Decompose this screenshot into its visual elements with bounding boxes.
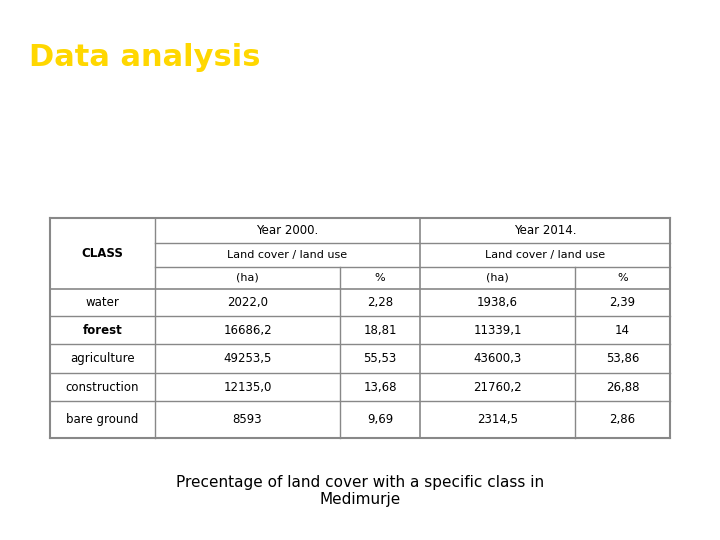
Text: 13,68: 13,68 (364, 381, 397, 394)
Text: 16686,2: 16686,2 (223, 323, 272, 336)
Text: %: % (617, 273, 628, 283)
Text: forest: forest (83, 323, 122, 336)
Text: 11339,1: 11339,1 (473, 323, 522, 336)
Text: 53,86: 53,86 (606, 352, 639, 365)
Text: 49253,5: 49253,5 (223, 352, 271, 365)
Text: Land cover / land use: Land cover / land use (485, 249, 605, 260)
Text: 12135,0: 12135,0 (223, 381, 271, 394)
Text: %: % (374, 273, 385, 283)
Text: Year 2000.: Year 2000. (256, 224, 319, 237)
Text: 2022,0: 2022,0 (227, 296, 268, 309)
Text: 8593: 8593 (233, 413, 262, 426)
Text: 43600,3: 43600,3 (473, 352, 521, 365)
Text: 1938,6: 1938,6 (477, 296, 518, 309)
Text: agriculture: agriculture (70, 352, 135, 365)
Text: 21760,2: 21760,2 (473, 381, 522, 394)
Text: CLASS: CLASS (81, 247, 123, 260)
Text: 18,81: 18,81 (364, 323, 397, 336)
Text: 2314,5: 2314,5 (477, 413, 518, 426)
Text: 2,39: 2,39 (609, 296, 636, 309)
Text: Precentage of land cover with a specific class in
Medimurje: Precentage of land cover with a specific… (176, 475, 544, 507)
Text: (ha): (ha) (486, 273, 509, 283)
Text: Year 2014.: Year 2014. (514, 224, 576, 237)
Text: 14: 14 (615, 323, 630, 336)
Text: Land cover / land use: Land cover / land use (228, 249, 348, 260)
Text: construction: construction (66, 381, 139, 394)
Text: 9,69: 9,69 (367, 413, 393, 426)
Text: 2,86: 2,86 (609, 413, 636, 426)
Text: water: water (86, 296, 120, 309)
Text: Data analysis: Data analysis (29, 43, 261, 72)
Text: (ha): (ha) (236, 273, 259, 283)
Text: bare ground: bare ground (66, 413, 139, 426)
Text: 2,28: 2,28 (367, 296, 393, 309)
Text: 55,53: 55,53 (364, 352, 397, 365)
Text: 26,88: 26,88 (606, 381, 639, 394)
